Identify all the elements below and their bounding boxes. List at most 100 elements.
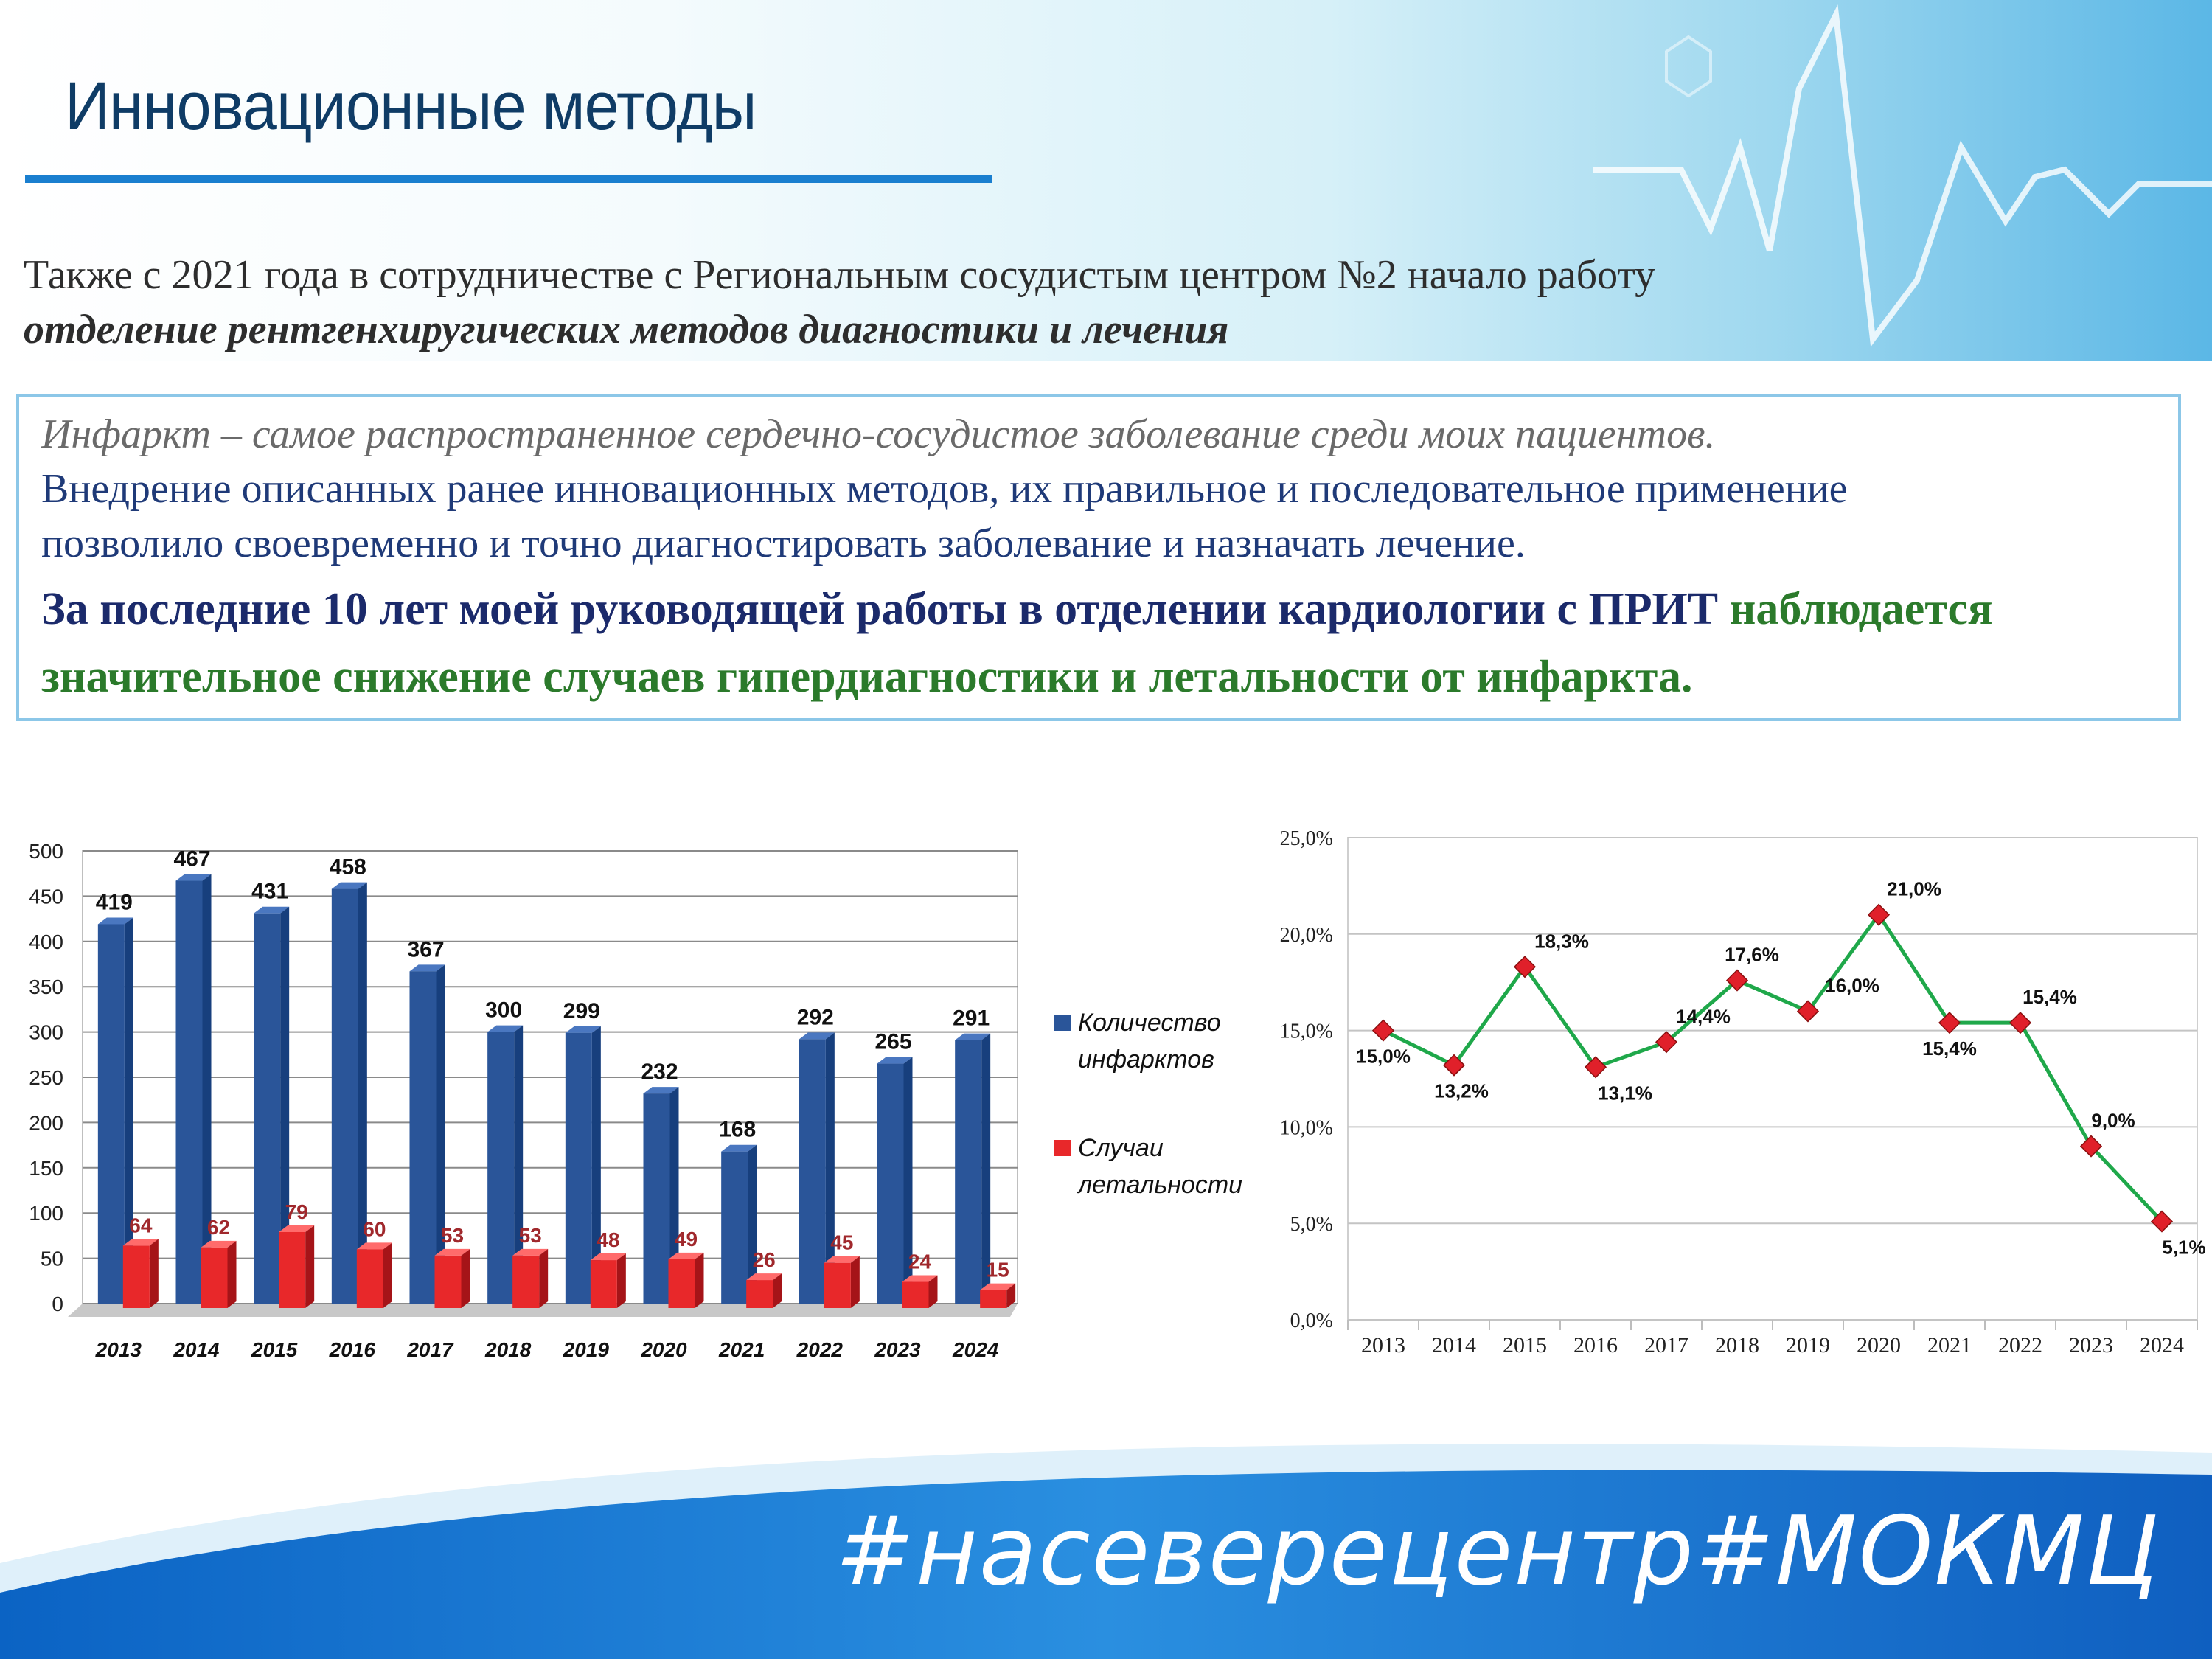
bar-mortality-top (668, 1252, 704, 1259)
bar-mortality-value: 26 (753, 1248, 776, 1271)
bar-mortality (356, 1249, 383, 1308)
bar-infarctions-side (825, 1032, 835, 1304)
bar-mortality (902, 1281, 929, 1308)
x-tick-label: 2019 (1786, 1333, 1830, 1357)
data-label: 9,0% (2091, 1110, 2135, 1132)
plot-area (1347, 837, 2198, 1321)
x-tick-label: 2024 (2140, 1333, 2184, 1357)
data-label: 16,0% (1825, 974, 1879, 996)
bar-infarctions (175, 880, 203, 1304)
data-marker (1796, 1000, 1820, 1023)
bar-infarctions-side (280, 906, 290, 1304)
bar-mortality-side (539, 1248, 549, 1308)
x-tick-label: 2014 (173, 1338, 220, 1361)
footer-wave (0, 1444, 2212, 1659)
x-tick-label: 2024 (952, 1338, 999, 1361)
y-tick-label: 450 (29, 885, 63, 908)
data-label: 15,4% (2023, 986, 2077, 1008)
y-tick-label: 250 (29, 1066, 63, 1089)
data-label: 15,4% (1922, 1037, 1977, 1060)
bar-mortality-side (305, 1225, 315, 1308)
y-tick-label: 0 (52, 1293, 63, 1315)
x-tick-label: 2016 (329, 1338, 376, 1361)
callout-text: Инфаркт – самое распространенное сердечн… (41, 407, 2165, 706)
bar-infarctions-value: 419 (96, 890, 133, 914)
bar-mortality-side (383, 1242, 392, 1308)
ecg-decoration (1593, 4, 2212, 347)
bar-mortality-side (928, 1275, 938, 1308)
data-marker (2079, 1135, 2103, 1158)
page-title: Инновационные методы (65, 69, 757, 144)
infarction-bar-chart: 0 50 100 150 200 250 300 350 400 450 500 419 64 2013 4… (29, 840, 1242, 1361)
data-marker (2008, 1012, 2032, 1034)
data-marker (1725, 969, 1749, 992)
y-tick-label: 10,0% (1280, 1116, 1333, 1139)
bar-infarctions (331, 888, 358, 1304)
bar-mortality-value: 48 (597, 1228, 619, 1251)
bar-mortality-top (356, 1242, 392, 1250)
legend-label-line: Количество (1078, 1009, 1221, 1037)
bar-mortality-side (850, 1256, 860, 1308)
y-tick-label: 400 (29, 931, 63, 953)
x-tick-label: 2013 (95, 1338, 142, 1361)
bar-mortality (279, 1231, 306, 1308)
bar-infarctions-side (591, 1026, 601, 1304)
bar-infarctions-value: 299 (563, 999, 600, 1023)
data-label: 5,1% (2162, 1237, 2205, 1259)
data-marker (1442, 1054, 1466, 1077)
data-marker (1584, 1056, 1607, 1079)
bar-mortality-value: 15 (987, 1259, 1009, 1281)
bar-infarctions-top (254, 906, 290, 914)
callout-line-3: позволило своевременно и точно диагности… (41, 521, 1526, 566)
bar-mortality-top (824, 1256, 860, 1263)
legend-label-line: летальности (1077, 1171, 1242, 1199)
x-tick-label: 2022 (1998, 1333, 2042, 1357)
legend-swatch (1054, 1015, 1071, 1031)
x-tick-label: 2013 (1361, 1333, 1405, 1357)
bar-mortality (980, 1290, 1007, 1308)
data-marker (1513, 956, 1537, 978)
bar-infarctions-value: 291 (953, 1006, 990, 1031)
bar-mortality-top (590, 1253, 626, 1261)
intro-line-2: отделение рентгенхиругических методов ди… (24, 307, 1229, 352)
data-marker (1867, 903, 1891, 926)
bar-mortality-value: 60 (363, 1217, 386, 1240)
bar-infarctions (955, 1040, 982, 1304)
data-marker (1655, 1031, 1678, 1054)
x-tick-label: 2021 (1927, 1333, 1972, 1357)
bar-infarctions-value: 431 (251, 880, 288, 904)
bar-mortality-side (616, 1253, 626, 1308)
x-tick-label: 2023 (2069, 1333, 2113, 1357)
bar-infarctions (487, 1032, 515, 1304)
bar-infarctions-value: 168 (719, 1118, 756, 1142)
x-tick-label: 2019 (563, 1338, 610, 1361)
bar-infarctions-side (903, 1057, 913, 1304)
bar-mortality-side (1006, 1283, 1016, 1308)
bar-infarctions-top (643, 1087, 679, 1094)
bar-infarctions-top (331, 882, 367, 889)
x-tick-label: 2018 (484, 1338, 532, 1361)
data-marker (2150, 1210, 2174, 1233)
y-tick-label: 350 (29, 975, 63, 998)
bar-infarctions-side (436, 964, 445, 1304)
bar-infarctions-side (514, 1025, 524, 1304)
x-tick-label: 2020 (1857, 1333, 1901, 1357)
bar-mortality (201, 1247, 228, 1308)
x-tick-label: 2015 (1503, 1333, 1547, 1357)
callout-line-4-part2: наблюдается (1729, 584, 1993, 634)
y-tick-label: 150 (29, 1157, 63, 1180)
bar-infarctions-value: 265 (874, 1030, 911, 1054)
x-tick-label: 2016 (1573, 1333, 1618, 1357)
data-label: 17,6% (1725, 944, 1779, 966)
callout-line-1: Инфаркт – самое распространенное сердечн… (41, 411, 1716, 457)
x-tick-label: 2020 (640, 1338, 687, 1361)
bar-infarctions (409, 971, 437, 1304)
y-tick-label: 15,0% (1280, 1020, 1333, 1043)
bar-mortality (512, 1255, 540, 1308)
bar-mortality-side (773, 1273, 782, 1308)
callout-line-4-part1: За последние 10 лет моей руководящей раб… (41, 584, 1719, 634)
x-tick-label: 2014 (1432, 1333, 1476, 1357)
bar-infarctions-top (877, 1057, 913, 1064)
x-tick-label: 2017 (1644, 1333, 1688, 1357)
data-marker (1938, 1012, 1961, 1034)
